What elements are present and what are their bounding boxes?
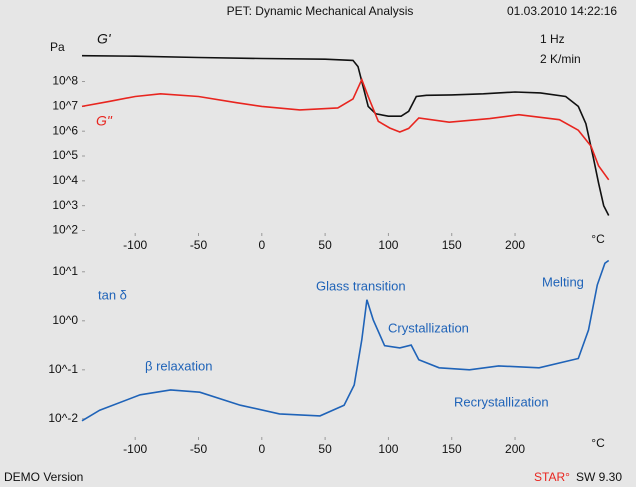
y-tick-label: 10^2 <box>52 223 78 237</box>
x-tick-label: 100 <box>378 238 398 252</box>
x-tick-label: -100 <box>123 238 147 252</box>
annotation: 1 Hz <box>540 32 565 46</box>
x-tick-label: -50 <box>190 238 208 252</box>
line <box>81 77 610 181</box>
footer-left: DEMO Version <box>4 470 83 484</box>
annotation: tan δ <box>98 287 127 302</box>
y-tick-label: 10^-1 <box>48 362 78 376</box>
x-tick-label: 50 <box>318 238 332 252</box>
x-axis-label: °C <box>591 232 605 246</box>
x-tick-label: -100 <box>123 442 147 456</box>
timestamp: 01.03.2010 14:22:16 <box>507 4 617 18</box>
x-axis-label: °C <box>591 436 605 450</box>
title: PET: Dynamic Mechanical Analysis <box>227 4 414 18</box>
x-tick-label: 50 <box>318 442 332 456</box>
annotation: G" <box>96 113 113 129</box>
version: SW 9.30 <box>576 470 622 484</box>
x-tick-label: 0 <box>258 442 265 456</box>
y-tick-label: 10^-2 <box>48 411 78 425</box>
y-tick-label: 10^0 <box>52 313 78 327</box>
annotation: Recrystallization <box>454 394 549 409</box>
line <box>81 54 610 216</box>
y-tick-label: 10^1 <box>52 264 78 278</box>
y-axis-label: Pa <box>50 40 65 54</box>
annotation: 2 K/min <box>540 52 581 66</box>
line <box>81 259 610 422</box>
y-tick-label: 10^4 <box>52 173 78 187</box>
brand: STAR° <box>534 470 570 484</box>
x-tick-label: 100 <box>378 442 398 456</box>
y-tick-label: 10^8 <box>52 74 78 88</box>
x-tick-label: -50 <box>190 442 208 456</box>
annotation: Melting <box>542 274 584 289</box>
y-tick-label: 10^6 <box>52 123 78 137</box>
x-tick-label: 200 <box>505 442 525 456</box>
x-tick-label: 0 <box>258 238 265 252</box>
y-tick-label: 10^5 <box>52 148 78 162</box>
annotation: Crystallization <box>388 320 469 335</box>
y-tick-label: 10^3 <box>52 198 78 212</box>
annotation: G' <box>97 31 112 47</box>
x-tick-label: 200 <box>505 238 525 252</box>
x-tick-label: 150 <box>442 238 462 252</box>
x-tick-label: 150 <box>442 442 462 456</box>
y-tick-label: 10^7 <box>52 99 78 113</box>
annotation: Glass transition <box>316 278 406 293</box>
annotation: β relaxation <box>145 358 212 373</box>
